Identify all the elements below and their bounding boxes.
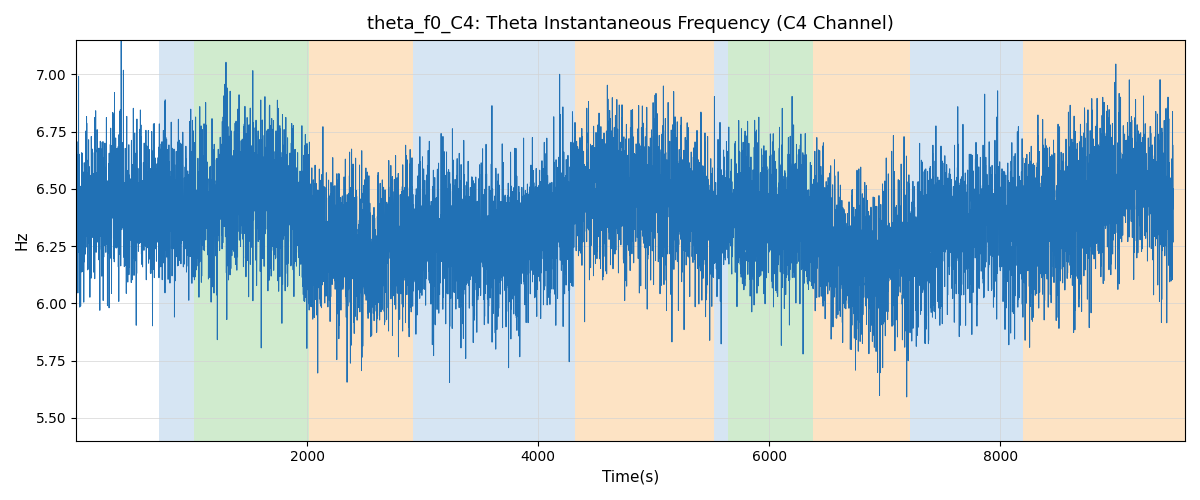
Bar bbox=[714, 40, 727, 440]
Bar bbox=[1024, 40, 1186, 440]
Bar bbox=[160, 40, 194, 440]
Bar bbox=[814, 40, 910, 440]
Bar bbox=[575, 40, 714, 440]
Y-axis label: Hz: Hz bbox=[14, 230, 30, 250]
Bar bbox=[310, 40, 413, 440]
Bar bbox=[727, 40, 814, 440]
X-axis label: Time(s): Time(s) bbox=[602, 470, 659, 485]
Bar bbox=[194, 40, 310, 440]
Bar bbox=[910, 40, 1024, 440]
Title: theta_f0_C4: Theta Instantaneous Frequency (C4 Channel): theta_f0_C4: Theta Instantaneous Frequen… bbox=[367, 15, 894, 34]
Bar bbox=[413, 40, 575, 440]
